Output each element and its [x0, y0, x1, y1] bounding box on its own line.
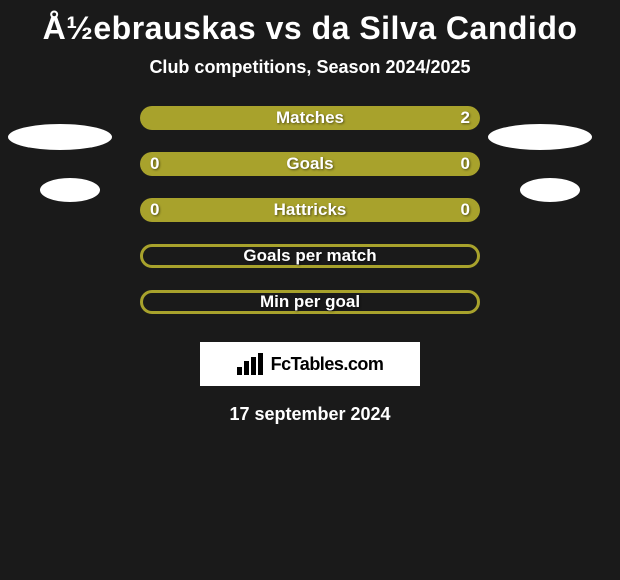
subtitle: Club competitions, Season 2024/2025 [0, 51, 620, 106]
stat-rows: Matches 2 0 Goals 0 0 Hattricks 0 Goals per matc… [0, 106, 620, 314]
stat-value-right: 0 [461, 154, 470, 174]
stat-label: Goals per match [243, 246, 376, 266]
stat-value-right: 0 [461, 200, 470, 220]
stat-label: Hattricks [274, 200, 347, 220]
stat-value-left: 0 [150, 200, 159, 220]
stat-row: 0 Goals 0 [140, 152, 480, 176]
stat-label: Matches [276, 108, 344, 128]
logo-text: FcTables.com [271, 354, 384, 375]
stat-value-right: 2 [461, 108, 470, 128]
logo-bars-icon [237, 353, 265, 375]
page-title: Å½ebrauskas vs da Silva Candido [0, 0, 620, 51]
stat-row: Goals per match [140, 244, 480, 268]
date-label: 17 september 2024 [0, 404, 620, 425]
stat-row: 0 Hattricks 0 [140, 198, 480, 222]
stat-label: Min per goal [260, 292, 360, 312]
stat-value-left: 0 [150, 154, 159, 174]
stat-row: Matches 2 [140, 106, 480, 130]
logo-box: FcTables.com [200, 342, 420, 386]
stat-row: Min per goal [140, 290, 480, 314]
stat-label: Goals [286, 154, 333, 174]
comparison-card: Å½ebrauskas vs da Silva Candido Club com… [0, 0, 620, 425]
